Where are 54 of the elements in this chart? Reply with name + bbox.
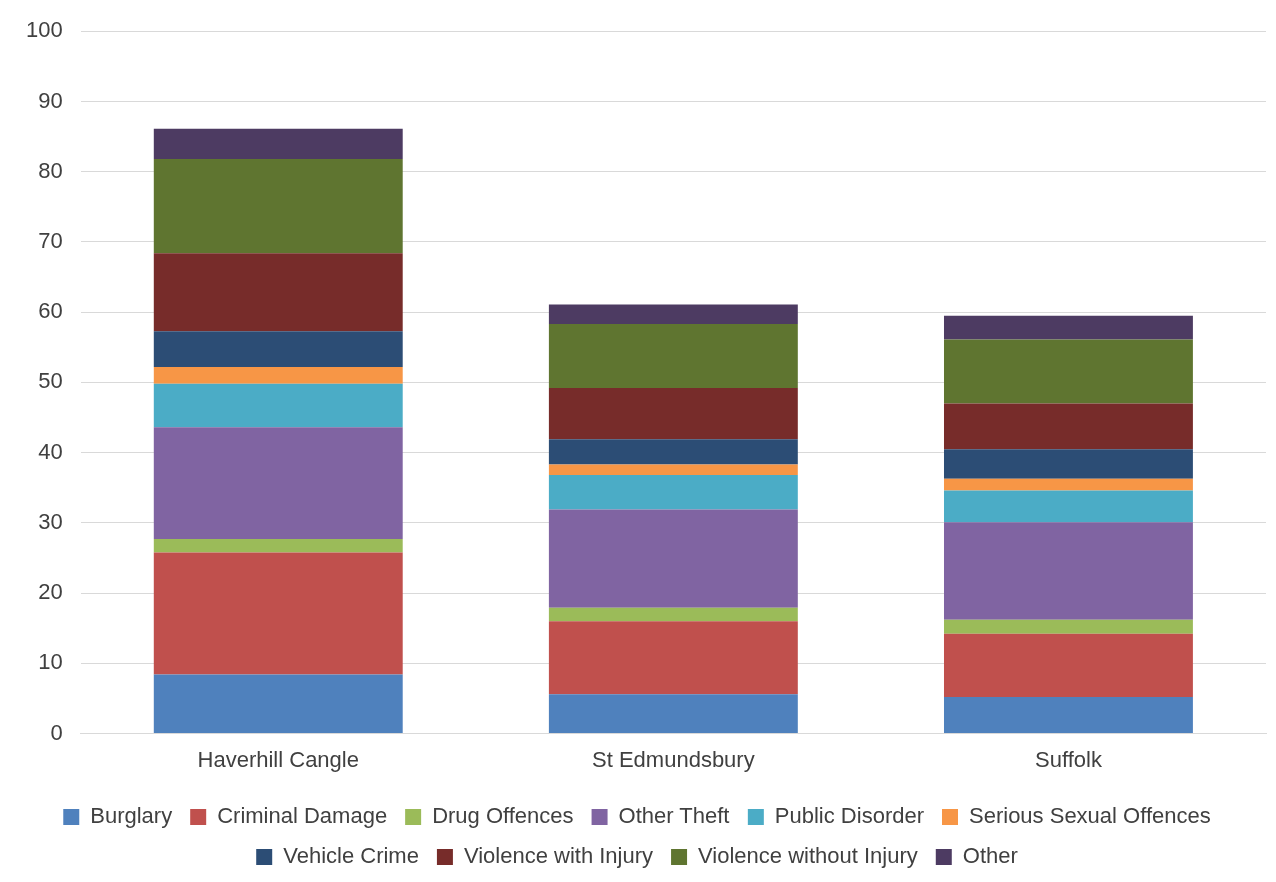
legend-label: Serious Sexual Offences bbox=[969, 803, 1211, 829]
bar bbox=[548, 304, 798, 325]
bar bbox=[153, 383, 403, 428]
bar bbox=[153, 366, 403, 384]
y-tick-label: 80 bbox=[38, 157, 63, 183]
legend-label: Burglary bbox=[90, 803, 173, 829]
bar bbox=[944, 478, 1193, 491]
legend-label: Other Theft bbox=[618, 803, 730, 829]
bar bbox=[548, 324, 798, 389]
x-tick-label: Haverhill Cangle bbox=[197, 746, 359, 772]
y-tick-label: 90 bbox=[38, 87, 63, 113]
y-tick-label: 0 bbox=[50, 719, 63, 745]
bar bbox=[944, 633, 1193, 698]
y-tick-label: 30 bbox=[38, 508, 63, 534]
y-tick-label: 10 bbox=[38, 649, 63, 675]
legend-label: Drug Offences bbox=[432, 803, 574, 829]
y-tick-label: 100 bbox=[25, 17, 63, 43]
bar bbox=[548, 388, 798, 440]
y-tick-label: 70 bbox=[38, 227, 63, 253]
bar bbox=[944, 449, 1193, 479]
bar bbox=[153, 552, 403, 675]
y-tick-label: 40 bbox=[38, 438, 63, 464]
bar bbox=[153, 159, 403, 254]
bar bbox=[153, 539, 403, 553]
bar bbox=[944, 490, 1193, 523]
bar bbox=[548, 621, 798, 695]
bar bbox=[153, 674, 403, 734]
legend-label: Other bbox=[962, 843, 1018, 869]
bar bbox=[944, 697, 1193, 734]
legend-label: Vehicle Crime bbox=[283, 843, 419, 869]
bar bbox=[548, 439, 798, 465]
bar bbox=[548, 607, 798, 622]
x-tick-label: St Edmundsbury bbox=[592, 746, 755, 772]
y-tick-label: 50 bbox=[38, 368, 63, 394]
bar bbox=[548, 464, 798, 476]
bar bbox=[153, 331, 403, 367]
legend-label: Violence without Injury bbox=[698, 843, 918, 869]
bar bbox=[944, 339, 1193, 404]
y-tick-label: 20 bbox=[38, 579, 63, 605]
bar bbox=[548, 694, 798, 734]
bar bbox=[944, 403, 1193, 450]
bar bbox=[153, 128, 403, 160]
legend-label: Violence with Injury bbox=[463, 843, 654, 869]
bar bbox=[944, 522, 1193, 620]
y-tick-label: 60 bbox=[38, 298, 63, 324]
bar bbox=[548, 475, 798, 510]
bar bbox=[153, 253, 403, 332]
bar bbox=[944, 315, 1193, 340]
legend-label: Criminal Damage bbox=[217, 803, 388, 829]
x-tick-label: Suffolk bbox=[1035, 746, 1103, 772]
bar bbox=[944, 619, 1193, 634]
legend-label: Public Disorder bbox=[774, 803, 925, 829]
bar bbox=[548, 509, 798, 608]
bar bbox=[153, 427, 403, 540]
